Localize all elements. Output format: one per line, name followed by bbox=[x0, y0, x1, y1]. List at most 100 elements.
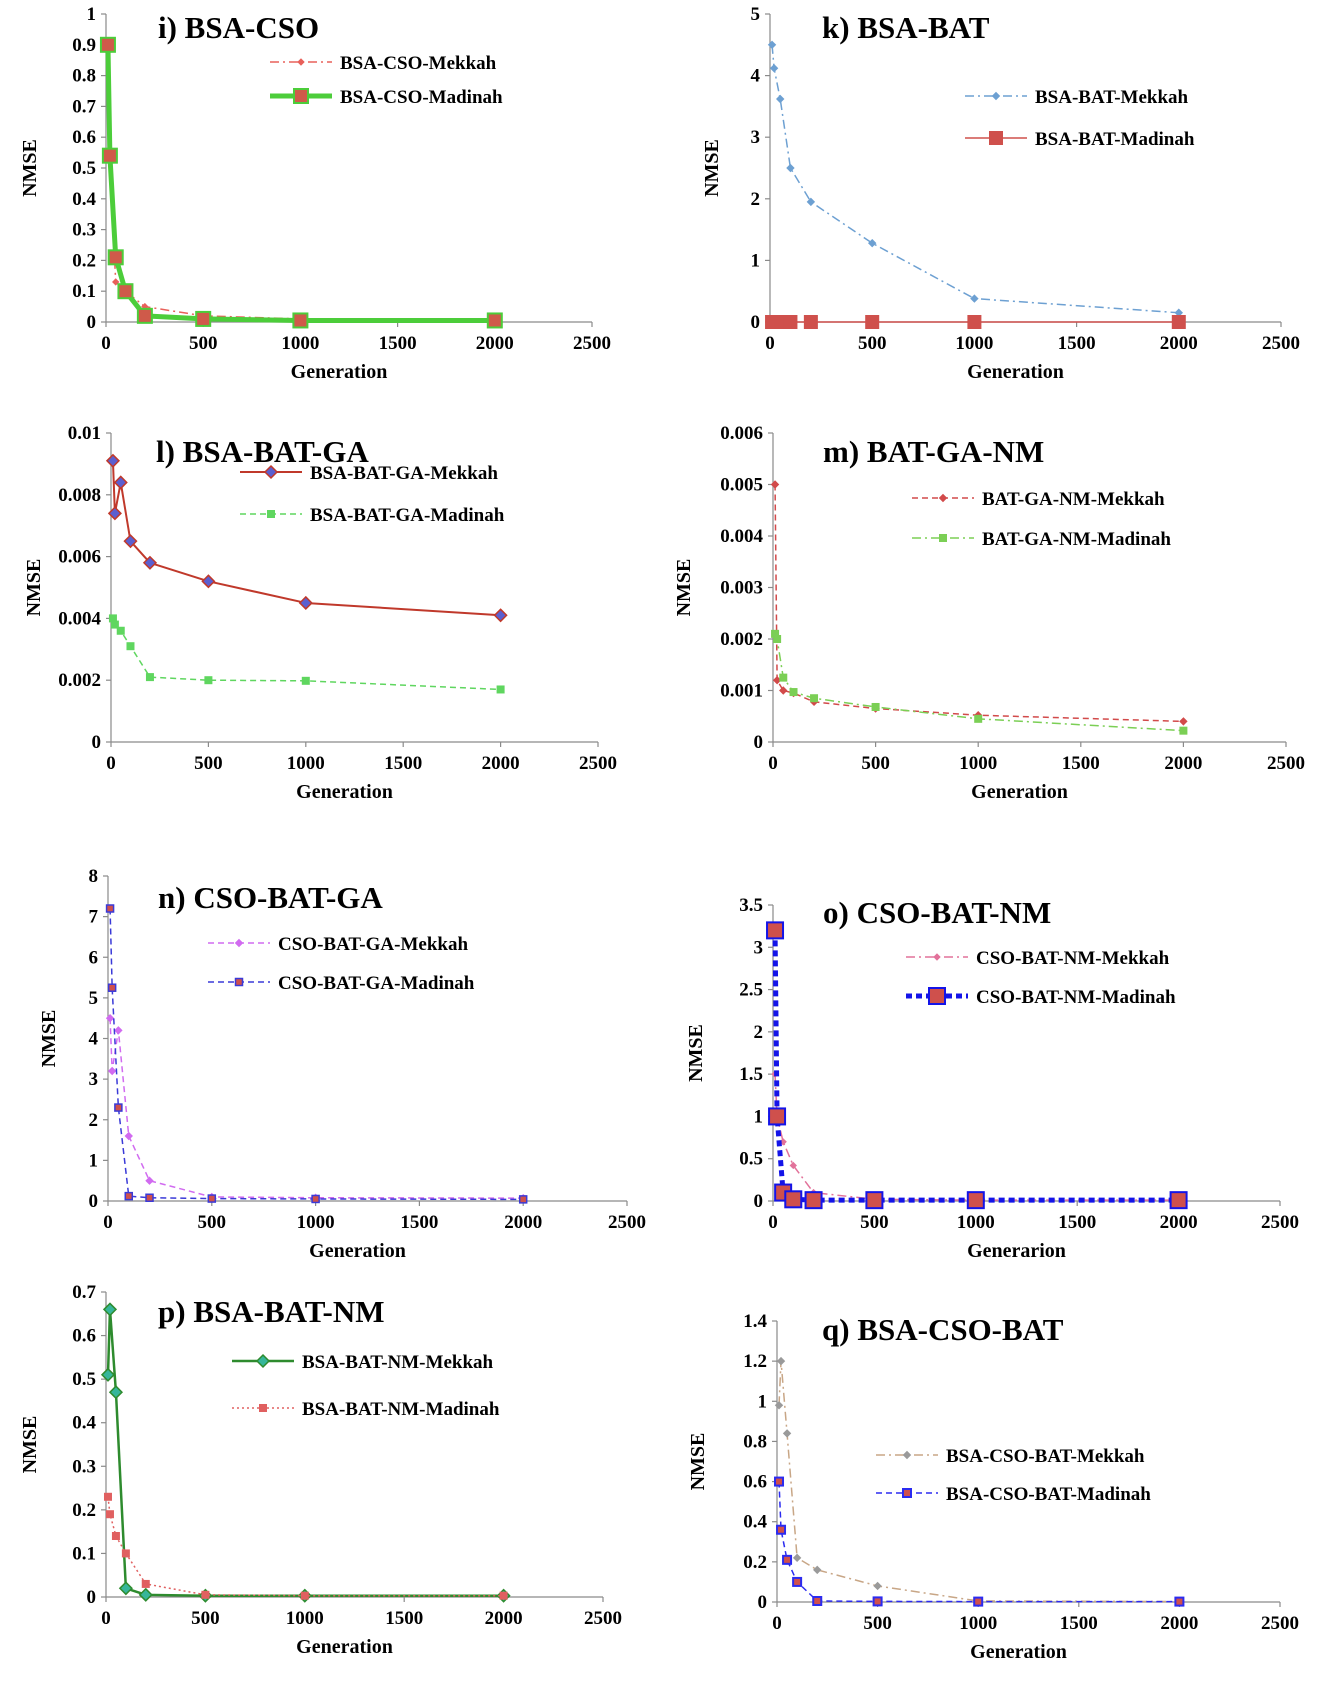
y-tick-label: 3 bbox=[754, 937, 764, 958]
y-tick-label: 0.6 bbox=[743, 1472, 767, 1493]
x-axis-label: Generation bbox=[309, 1240, 406, 1262]
x-axis-label: Generation bbox=[971, 781, 1068, 803]
data-point bbox=[105, 1013, 115, 1023]
series-BSA-BAT-GA-Madinah bbox=[108, 614, 505, 694]
data-point bbox=[105, 453, 121, 468]
data-point bbox=[871, 702, 880, 711]
y-tick-label: 0 bbox=[758, 1592, 768, 1613]
chart-title: l) BSA-BAT-GA bbox=[156, 434, 369, 469]
y-tick-label: 1 bbox=[758, 1391, 768, 1412]
x-tick-label: 2000 bbox=[476, 333, 514, 354]
y-axis-label: NMSE bbox=[19, 139, 41, 197]
legend-swatch-marker bbox=[989, 131, 1003, 145]
data-point bbox=[803, 315, 818, 329]
data-point bbox=[116, 626, 125, 635]
x-axis-label: Generation bbox=[970, 1641, 1067, 1663]
series-line bbox=[107, 1496, 504, 1597]
data-point bbox=[773, 635, 782, 643]
legend-label: BSA-CSO-Madinah bbox=[340, 87, 503, 108]
data-point bbox=[201, 1590, 210, 1599]
data-point bbox=[99, 36, 116, 53]
legend-swatch-marker bbox=[928, 987, 946, 1005]
x-tick-label: 2500 bbox=[1261, 1613, 1299, 1634]
series-line bbox=[771, 44, 1179, 314]
data-point bbox=[114, 1026, 123, 1035]
y-tick-label: 0 bbox=[754, 1191, 764, 1212]
chart-panel-o: 0 0.5 1 1.5 2 2.5 3 3.5 0 500 1000 1500 2000 2500 Gene… bbox=[685, 895, 1299, 1262]
series-BSA-BAT-Madinah bbox=[765, 315, 1186, 329]
data-point bbox=[111, 1532, 120, 1540]
series-line bbox=[778, 1481, 1180, 1603]
data-point bbox=[810, 694, 819, 703]
y-tick-label: 0.8 bbox=[72, 66, 96, 87]
data-point bbox=[779, 686, 788, 695]
data-point bbox=[145, 673, 154, 682]
legend-label: BSA-CSO-BAT-Madinah bbox=[946, 1484, 1151, 1505]
x-tick-label: 2500 bbox=[584, 1608, 622, 1629]
legend-swatch-marker bbox=[938, 493, 948, 503]
legend-item: BSA-BAT-GA-Madinah bbox=[240, 505, 505, 526]
data-point bbox=[865, 315, 880, 329]
legend-label: BSA-CSO-BAT-Mekkah bbox=[946, 1446, 1145, 1467]
series-BSA-BAT-NM-Madinah bbox=[103, 1492, 508, 1600]
chart-panel-n: 0 1 2 3 4 5 6 7 8 0 500 1000 1500 2000 2500 Generation N… bbox=[38, 866, 646, 1262]
chart-panel-q: 0 0.2 0.4 0.6 0.8 1 1.2 1.4 0 500 1000 1500 2000 2500… bbox=[687, 1311, 1299, 1663]
y-tick-label: 1 bbox=[754, 1106, 764, 1127]
legend-item: BSA-CSO-Mekkah bbox=[270, 53, 497, 74]
y-tick-label: 1 bbox=[87, 4, 97, 25]
y-tick-label: 0.5 bbox=[72, 1369, 96, 1390]
y-tick-label: 0.4 bbox=[72, 1413, 96, 1434]
series-line bbox=[774, 1074, 1179, 1201]
data-point bbox=[967, 315, 982, 329]
data-point bbox=[107, 983, 117, 992]
x-tick-label: 2500 bbox=[579, 753, 617, 774]
data-point bbox=[779, 673, 788, 682]
chart-title: i) BSA-CSO bbox=[158, 10, 319, 45]
y-tick-label: 2 bbox=[754, 1022, 764, 1043]
series-BSA-BAT-Mekkah bbox=[767, 40, 1184, 317]
data-point bbox=[300, 1591, 309, 1600]
legend-swatch-marker bbox=[939, 534, 947, 542]
x-tick-label: 500 bbox=[861, 753, 890, 774]
y-tick-label: 1.5 bbox=[739, 1064, 763, 1085]
y-tick-label: 2.5 bbox=[739, 980, 763, 1001]
x-tick-label: 0 bbox=[772, 1613, 782, 1634]
y-tick-label: 6 bbox=[89, 947, 99, 968]
legend-item: BSA-BAT-NM-Madinah bbox=[232, 1399, 500, 1420]
data-point bbox=[766, 921, 785, 940]
x-tick-label: 1000 bbox=[957, 1212, 995, 1233]
x-tick-label: 1500 bbox=[400, 1212, 438, 1233]
data-point bbox=[311, 1194, 320, 1204]
y-tick-label: 3 bbox=[89, 1069, 99, 1090]
chart-panel-l: 0 0.002 0.004 0.006 0.008 0.01 0 500 1000 1500 200… bbox=[23, 423, 617, 803]
data-point bbox=[292, 312, 309, 329]
legend-swatch-marker bbox=[234, 977, 244, 987]
legend-item: CSO-BAT-GA-Madinah bbox=[208, 973, 475, 994]
chart-title: n) CSO-BAT-GA bbox=[158, 880, 383, 915]
x-tick-label: 500 bbox=[198, 1212, 227, 1233]
legend-item: BSA-CSO-BAT-Madinah bbox=[876, 1484, 1151, 1505]
data-point bbox=[806, 197, 816, 207]
y-axis-label: NMSE bbox=[673, 559, 695, 617]
data-point bbox=[782, 1429, 792, 1438]
y-tick-label: 0.2 bbox=[72, 250, 96, 271]
series-BSA-CSO-Madinah bbox=[99, 36, 503, 329]
y-tick-label: 0.008 bbox=[58, 485, 101, 506]
data-point bbox=[812, 1595, 823, 1606]
data-point bbox=[141, 1579, 150, 1588]
y-tick-label: 0 bbox=[751, 312, 761, 333]
legend-label: BSA-BAT-NM-Mekkah bbox=[302, 1352, 494, 1373]
legend-label: BSA-CSO-Mekkah bbox=[340, 53, 497, 74]
legend-item: BAT-GA-NM-Mekkah bbox=[912, 489, 1165, 510]
series-CSO-BAT-NM-Madinah bbox=[766, 921, 1188, 1210]
x-tick-label: 1000 bbox=[955, 333, 993, 354]
data-point bbox=[782, 1554, 793, 1565]
y-tick-label: 7 bbox=[89, 907, 99, 928]
data-point bbox=[100, 1367, 116, 1382]
legend-label: BSA-BAT-GA-Mekkah bbox=[310, 463, 498, 484]
data-point bbox=[493, 608, 508, 623]
x-tick-label: 1000 bbox=[281, 333, 319, 354]
legend-swatch-marker bbox=[259, 1404, 267, 1412]
series-line bbox=[778, 1360, 1180, 1603]
y-tick-label: 0.1 bbox=[72, 281, 96, 302]
